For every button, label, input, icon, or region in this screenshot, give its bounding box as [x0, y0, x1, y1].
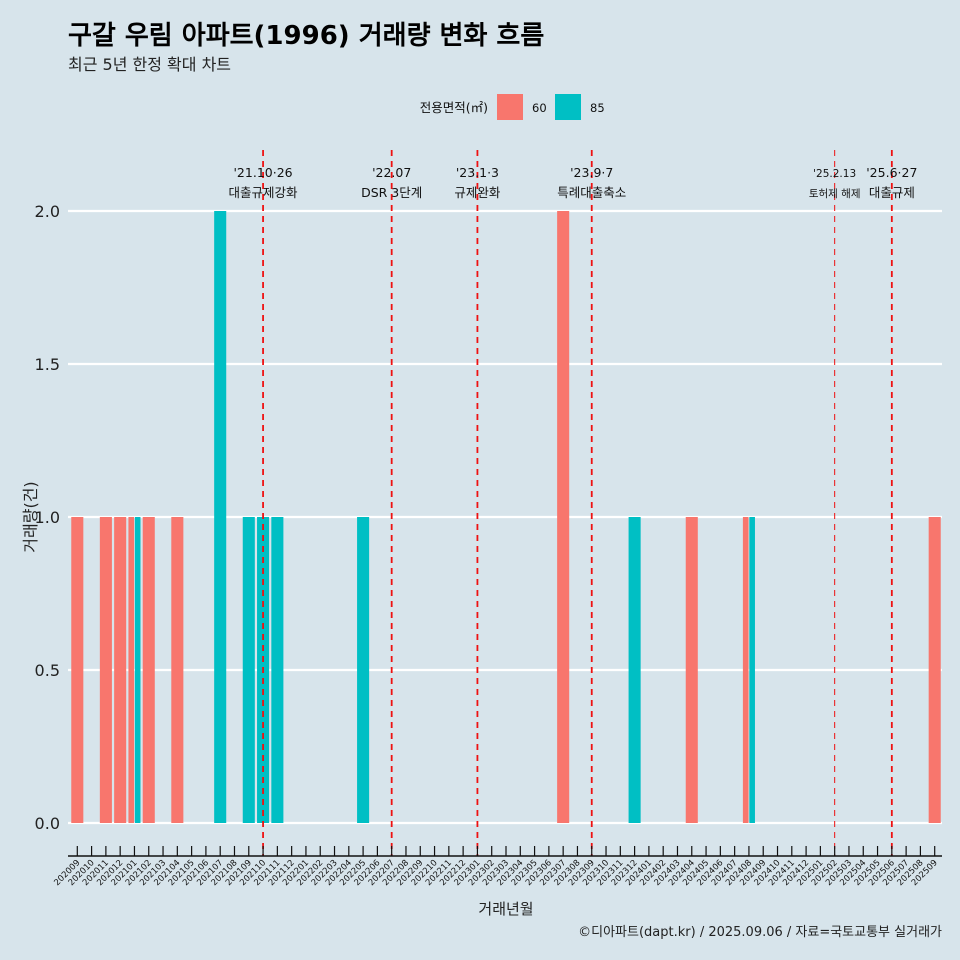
- bar-202111-85: [271, 517, 284, 823]
- caption: ©디아파트(dapt.kr) / 2025.09.06 / 자료=국토교통부 실…: [578, 925, 942, 940]
- grid: [68, 209, 942, 825]
- annotation-label: 대출규제강화: [229, 185, 299, 200]
- annotation-lines: '21.10·26 대출규제강화 '22.07 DSR 3단계 '23.1·3 규제완화 '…: [229, 150, 917, 856]
- legend-label-85: 85: [590, 101, 605, 115]
- bar-202107-85: [214, 211, 227, 823]
- annotation-date: '22.07: [372, 165, 411, 180]
- annotation-date: '21.10·26: [234, 165, 293, 180]
- annotation-date: '23.1·3: [456, 165, 499, 180]
- annotation-date: '23.9·7: [570, 165, 613, 180]
- bar-202101-60: [128, 517, 135, 823]
- chart-subtitle: 최근 5년 한정 확대 차트: [68, 55, 231, 74]
- annotation-label: 특례대출축소: [557, 185, 626, 200]
- chart-title: 구갈 우림 아파트(1996) 거래량 변화 흐름: [68, 21, 544, 51]
- annotation-label: 토허제 해제: [809, 187, 861, 200]
- bar-202404-60: [685, 517, 698, 823]
- bar-202312-85: [628, 517, 641, 823]
- y-tick-label: 1.5: [35, 355, 60, 374]
- annotation-date: '25.6·27: [866, 165, 917, 180]
- bar-202408-85: [749, 517, 755, 823]
- legend-swatch-60: [497, 94, 523, 120]
- bar-202509-60: [928, 517, 941, 823]
- bar-202109-85: [242, 517, 255, 823]
- y-tick-label: 0.0: [35, 814, 60, 833]
- legend: 전용면적(㎡) 60 85: [420, 94, 605, 120]
- annotation-date: '25.2.13: [813, 168, 856, 180]
- bar-202011-60: [99, 517, 112, 823]
- bar-202101-85: [134, 517, 141, 823]
- x-axis-title: 거래년월: [478, 900, 533, 918]
- bar-202205-85: [357, 517, 370, 823]
- legend-swatch-85: [555, 94, 581, 120]
- bar-202104-60: [171, 517, 184, 823]
- annotation-label: 대출규제: [869, 185, 915, 200]
- y-tick-label: 0.5: [35, 661, 60, 680]
- annotation-label: 규제완화: [454, 185, 501, 200]
- annotation-label: DSR 3단계: [361, 185, 422, 200]
- y-tick-label: 2.0: [35, 202, 60, 221]
- y-axis-title: 거래량(건): [21, 481, 40, 552]
- bar-202408-60: [742, 517, 749, 823]
- bar-202102-60: [142, 517, 155, 823]
- y-tick-label: 1.0: [35, 508, 60, 527]
- legend-label-60: 60: [532, 101, 547, 115]
- bars: [71, 211, 941, 823]
- legend-title: 전용면적(㎡): [420, 100, 488, 115]
- bar-202009-60: [71, 517, 84, 823]
- bar-202307-60: [557, 211, 570, 823]
- bar-202012-60: [114, 517, 127, 823]
